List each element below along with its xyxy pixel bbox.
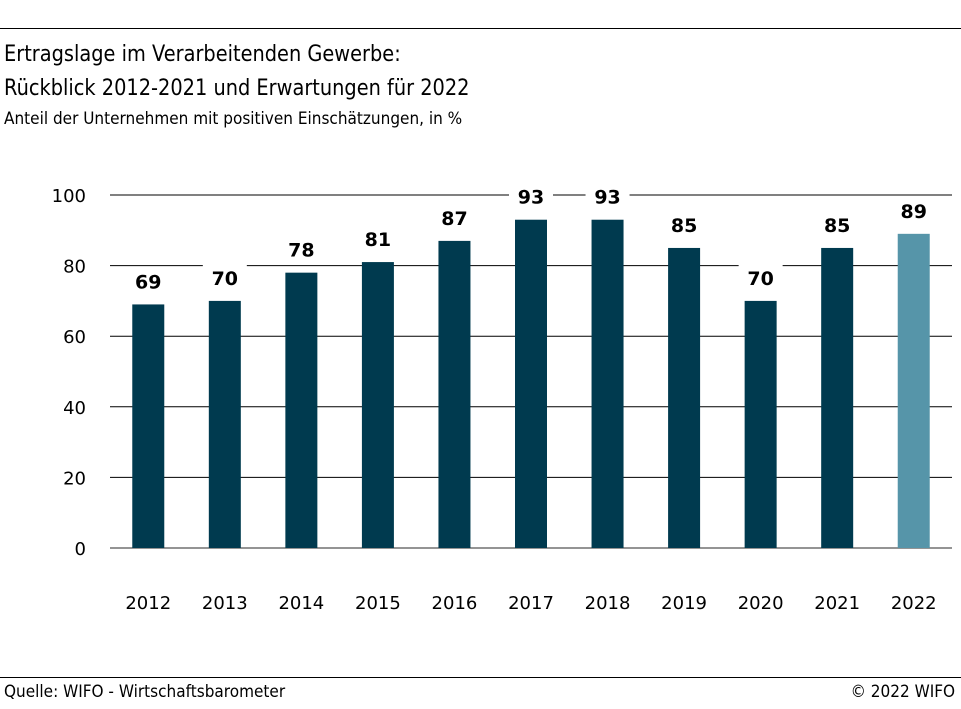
data-label-2016: 87 <box>441 208 467 230</box>
bar-2018 <box>591 219 624 548</box>
bar-2015 <box>361 262 394 548</box>
data-label-background <box>662 211 707 238</box>
data-label-background <box>585 183 630 210</box>
data-label-2015: 81 <box>365 229 391 251</box>
x-tick-label-2012: 2012 <box>125 593 171 614</box>
data-label-2021: 85 <box>824 215 850 237</box>
chart-subtitle: Anteil der Unternehmen mit positiven Ein… <box>4 109 463 129</box>
bar-chart: 0 20 40 60 80 100 69 70 78 81 87 93 93 85 70 85 89 2012… <box>52 183 952 614</box>
bar-2014 <box>285 272 318 548</box>
top-rule <box>0 28 961 29</box>
x-tick-label-2016: 2016 <box>432 593 478 614</box>
x-tick-label-2013: 2013 <box>202 593 248 614</box>
x-tick-label-2018: 2018 <box>585 593 631 614</box>
y-tick-label: 0 <box>75 539 86 560</box>
bottom-rule <box>0 677 961 678</box>
x-tick-label-2022: 2022 <box>891 593 937 614</box>
data-label-background <box>202 264 247 291</box>
data-labels: 69 70 78 81 87 93 93 85 70 85 89 <box>126 183 936 295</box>
x-tick-label-2017: 2017 <box>508 593 554 614</box>
y-tick-label: 40 <box>63 398 86 419</box>
data-label-background <box>355 226 400 253</box>
data-label-2012: 69 <box>135 271 161 293</box>
data-label-2018: 93 <box>594 187 620 209</box>
bar-2022 <box>897 233 930 548</box>
data-label-background <box>126 268 171 295</box>
data-label-background <box>509 183 553 210</box>
x-tick-label-2020: 2020 <box>738 593 784 614</box>
bar-2017 <box>515 219 547 548</box>
x-tick-label-2014: 2014 <box>278 593 324 614</box>
chart-title: Ertragslage im Verarbeitenden Gewerbe: R… <box>4 38 470 106</box>
chart-title-line-1: Ertragslage im Verarbeitenden Gewerbe: <box>4 42 401 67</box>
copyright-note: © 2022 WIFO <box>850 682 955 702</box>
bar-2020 <box>744 300 777 548</box>
data-label-background <box>815 211 860 238</box>
y-tick-label: 80 <box>63 257 86 278</box>
bar-2021 <box>821 247 854 548</box>
bar-2013 <box>208 300 241 548</box>
data-label-2014: 78 <box>288 240 314 262</box>
bars <box>132 219 930 548</box>
y-axis-tick-labels: 0 20 40 60 80 100 <box>52 186 86 560</box>
x-tick-label-2021: 2021 <box>814 593 860 614</box>
bar-2016 <box>438 240 471 548</box>
x-tick-label-2019: 2019 <box>661 593 707 614</box>
data-label-background <box>279 236 324 263</box>
source-note: Quelle: WIFO - Wirtschaftsbarometer <box>4 682 286 702</box>
data-label-background <box>738 264 783 291</box>
x-tick-label-2015: 2015 <box>355 593 401 614</box>
bar-2012 <box>132 304 165 548</box>
data-label-2013: 70 <box>212 268 238 290</box>
y-tick-label: 20 <box>63 468 86 489</box>
data-label-2020: 70 <box>747 268 773 290</box>
x-axis-tick-labels: 2012 2013 2014 2015 2016 2017 2018 2019 2020 2021… <box>125 593 936 614</box>
y-tick-label: 100 <box>52 186 86 207</box>
data-label-background <box>891 197 936 224</box>
y-tick-label: 60 <box>63 327 86 348</box>
chart-title-line-2: Rückblick 2012-2021 und Erwartungen für … <box>4 76 470 101</box>
data-label-2017: 93 <box>518 187 544 209</box>
data-label-background <box>432 204 477 231</box>
bar-2019 <box>668 247 701 548</box>
data-label-2022: 89 <box>901 201 927 223</box>
data-label-2019: 85 <box>671 215 697 237</box>
